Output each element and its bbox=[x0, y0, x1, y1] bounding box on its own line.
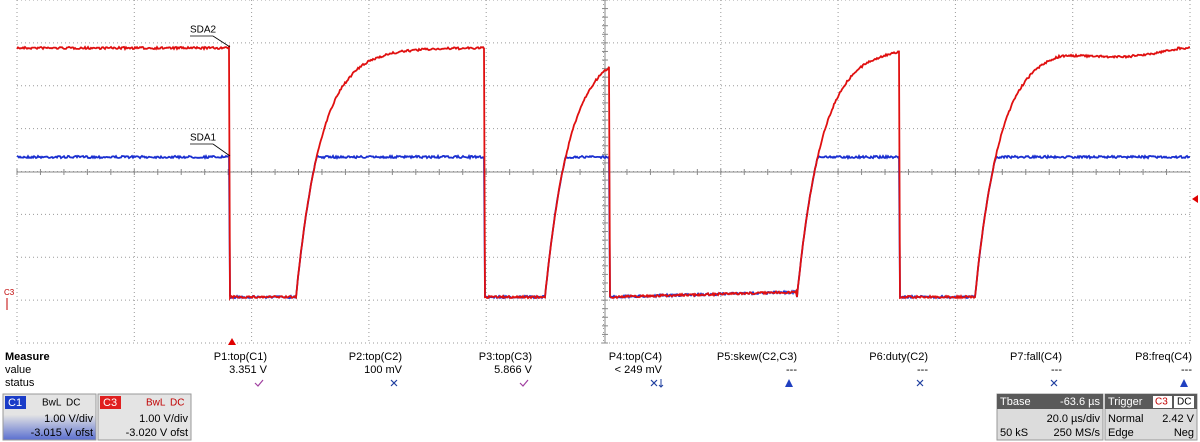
measure-value: 100 mV bbox=[364, 364, 403, 376]
measure-table: Measure value status P1:top(C1)3.351 V P2… bbox=[5, 351, 1192, 389]
trace-sda2 bbox=[16, 44, 1190, 301]
timebase-title: Tbase bbox=[1000, 396, 1031, 408]
status-icon bbox=[658, 379, 664, 388]
channel-box[interactable]: C1 BwL DC 1.00 V/div -3.015 V ofst bbox=[2, 393, 97, 441]
measure-value: 3.351 V bbox=[229, 364, 268, 376]
coupling-tag bbox=[1174, 396, 1194, 408]
measure-name: P8:freq(C4) bbox=[1135, 351, 1192, 363]
offset: -3.015 V ofst bbox=[31, 427, 93, 439]
measure-name: P4:top(C4) bbox=[609, 351, 662, 363]
channel-name: C1 bbox=[8, 397, 22, 409]
measure-value: --- bbox=[786, 364, 797, 376]
status-icon bbox=[1050, 379, 1058, 387]
coupling: DC bbox=[170, 398, 184, 409]
channel-box[interactable]: C3 BwL DC 1.00 V/div -3.020 V ofst bbox=[97, 393, 192, 441]
bandwidth: BwL bbox=[146, 398, 166, 409]
trigger-source: C3 bbox=[1155, 397, 1168, 408]
trigger-coupling: DC bbox=[1177, 397, 1191, 408]
status-icon bbox=[390, 379, 398, 387]
box-header bbox=[997, 394, 1103, 409]
bandwidth: BwL bbox=[42, 398, 62, 409]
trigger-title: Trigger bbox=[1108, 396, 1143, 408]
row-label: value bbox=[5, 364, 31, 376]
vdiv: 1.00 V/div bbox=[44, 413, 93, 425]
trigger-mode: Normal bbox=[1108, 413, 1143, 425]
timebase-delay: -63.6 µs bbox=[1060, 396, 1100, 408]
status-icon bbox=[1180, 379, 1188, 387]
offset: -3.020 V ofst bbox=[126, 427, 188, 439]
timebase-scale: 20.0 µs/div bbox=[1047, 413, 1101, 425]
status-icon bbox=[519, 379, 529, 387]
channel-box-bg bbox=[97, 393, 192, 441]
measure-name: P6:duty(C2) bbox=[869, 351, 928, 363]
measure-name: P5:skew(C2,C3) bbox=[717, 351, 797, 363]
status-icon bbox=[254, 379, 264, 387]
label-leader bbox=[212, 35, 231, 48]
graticule bbox=[16, 0, 1191, 344]
status-icon bbox=[785, 379, 793, 387]
trace-label: SDA2 bbox=[190, 25, 217, 36]
measure-name: P7:fall(C4) bbox=[1010, 351, 1062, 363]
measure-name: P3:top(C3) bbox=[479, 351, 532, 363]
status-icon bbox=[916, 379, 924, 387]
measure-name: P1:top(C1) bbox=[214, 351, 267, 363]
trigger-type: Edge bbox=[1108, 427, 1134, 439]
measure-value: 5.866 V bbox=[494, 364, 533, 376]
channel-name: C3 bbox=[103, 397, 117, 409]
source-tag bbox=[1153, 396, 1172, 408]
timebase-box[interactable]: Tbase -63.6 µs 20.0 µs/div 50 kS 250 MS/… bbox=[996, 393, 1104, 441]
sample-rate: 250 MS/s bbox=[1054, 427, 1101, 439]
waveforms bbox=[16, 44, 1191, 301]
trigger-slope: Neg bbox=[1174, 427, 1194, 439]
measure-value: < 249 mV bbox=[615, 364, 663, 376]
trigger-position-marker bbox=[228, 338, 236, 345]
measure-value: --- bbox=[1181, 364, 1192, 376]
channel-tag bbox=[5, 396, 26, 409]
measure-name: P2:top(C2) bbox=[349, 351, 402, 363]
trigger-level: 2.42 V bbox=[1162, 413, 1194, 425]
status-icon bbox=[650, 379, 658, 387]
measure-header: Measure bbox=[5, 351, 50, 363]
trigger-level-marker bbox=[1192, 195, 1198, 203]
trigger-box[interactable]: Trigger C3 DC Normal 2.42 V Edge Neg bbox=[1104, 393, 1198, 441]
trace-label: SDA1 bbox=[190, 133, 217, 144]
row-label: status bbox=[5, 377, 35, 389]
coupling: DC bbox=[66, 398, 80, 409]
channel-tag bbox=[100, 396, 121, 409]
measure-value: --- bbox=[917, 364, 928, 376]
label-leader bbox=[212, 143, 231, 157]
measure-value: --- bbox=[1051, 364, 1062, 376]
sample-count: 50 kS bbox=[1000, 427, 1028, 439]
vdiv: 1.00 V/div bbox=[139, 413, 188, 425]
channel-marker: C3 bbox=[4, 288, 15, 297]
